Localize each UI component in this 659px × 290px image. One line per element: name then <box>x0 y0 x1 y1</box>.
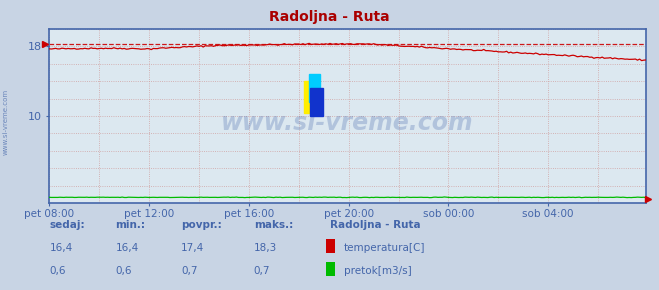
Bar <box>309 74 320 102</box>
Text: 0,6: 0,6 <box>115 266 132 276</box>
Text: www.si-vreme.com: www.si-vreme.com <box>221 111 474 135</box>
Bar <box>310 88 323 116</box>
Text: 18,3: 18,3 <box>254 243 277 253</box>
Text: 0,6: 0,6 <box>49 266 66 276</box>
Text: 16,4: 16,4 <box>49 243 72 253</box>
Text: 0,7: 0,7 <box>181 266 198 276</box>
Text: povpr.:: povpr.: <box>181 220 222 230</box>
Text: 16,4: 16,4 <box>115 243 138 253</box>
Text: Radoljna - Ruta: Radoljna - Ruta <box>330 220 420 230</box>
Text: pretok[m3/s]: pretok[m3/s] <box>344 266 412 276</box>
Text: min.:: min.: <box>115 220 146 230</box>
Text: Radoljna - Ruta: Radoljna - Ruta <box>269 10 390 24</box>
Text: 17,4: 17,4 <box>181 243 204 253</box>
Text: maks.:: maks.: <box>254 220 293 230</box>
Text: 0,7: 0,7 <box>254 266 270 276</box>
Bar <box>304 81 317 113</box>
Text: sedaj:: sedaj: <box>49 220 85 230</box>
Text: www.si-vreme.com: www.si-vreme.com <box>2 89 9 155</box>
Text: temperatura[C]: temperatura[C] <box>344 243 426 253</box>
